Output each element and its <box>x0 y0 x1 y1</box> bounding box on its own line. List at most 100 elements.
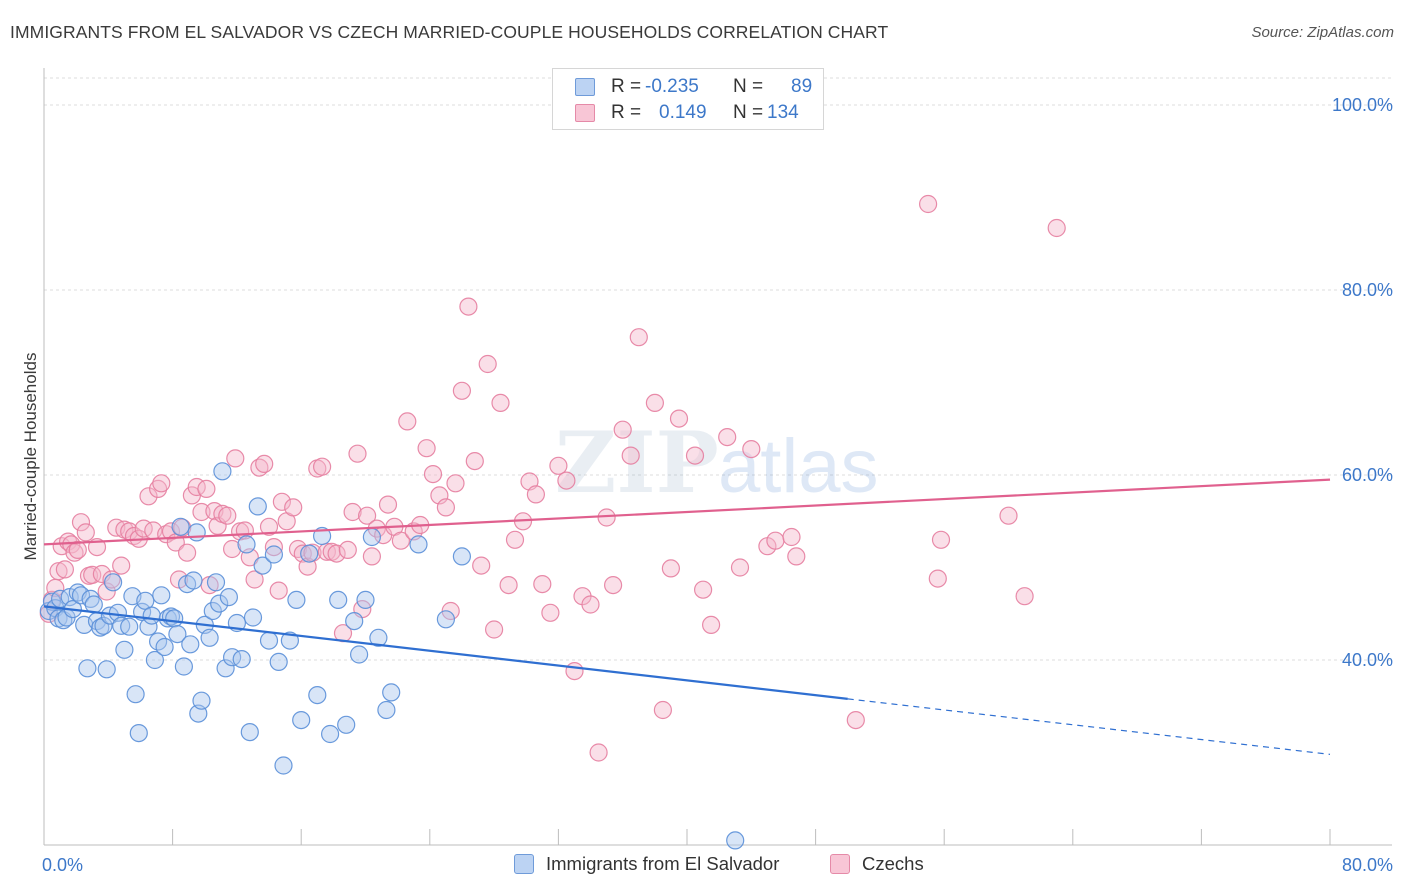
data-point <box>210 594 229 613</box>
data-point <box>499 575 518 595</box>
data-point <box>356 590 375 610</box>
watermark: ZIP atlas <box>555 413 879 512</box>
data-point <box>78 659 97 678</box>
data-point <box>603 575 623 595</box>
bottom-legend-label: Czechs <box>862 853 924 874</box>
data-point <box>491 393 510 412</box>
data-point <box>378 495 398 514</box>
data-point <box>178 543 197 562</box>
data-point <box>269 652 288 672</box>
data-point <box>369 628 388 647</box>
y-tick-label: 40.0% <box>1342 650 1393 670</box>
data-point <box>787 547 806 566</box>
data-point <box>362 527 381 547</box>
blue-swatch <box>575 78 595 96</box>
data-point <box>718 428 737 447</box>
data-point <box>173 518 192 537</box>
data-point <box>348 444 367 463</box>
data-point <box>223 539 242 559</box>
data-point <box>226 449 245 468</box>
data-point <box>358 506 377 525</box>
data-point <box>327 544 346 563</box>
data-point <box>55 560 75 579</box>
data-point <box>452 547 471 566</box>
data-point <box>218 506 237 525</box>
stats-legend: R = -0.235 N = 89 R = 0.149 N = 134 <box>552 68 824 130</box>
data-point <box>308 685 327 705</box>
data-point <box>1047 218 1066 238</box>
data-point <box>581 595 600 614</box>
data-point <box>766 531 785 550</box>
data-point <box>192 691 211 710</box>
data-point <box>171 517 190 536</box>
data-point <box>782 527 801 547</box>
data-point <box>292 710 311 730</box>
legend-r-value: -0.235 <box>645 76 699 97</box>
legend-r-label: R = <box>611 76 642 97</box>
data-point <box>103 573 123 592</box>
data-point <box>219 587 238 607</box>
data-point <box>452 381 471 400</box>
data-point <box>197 479 216 498</box>
data-point <box>391 531 410 550</box>
data-point <box>337 715 356 734</box>
czechs-trend-line <box>43 478 1331 546</box>
y-tick-label: 100.0% <box>1332 95 1393 115</box>
data-point <box>701 615 721 635</box>
data-point <box>129 723 148 743</box>
data-point <box>216 659 235 678</box>
data-point <box>526 485 546 504</box>
data-point <box>192 502 211 522</box>
data-point <box>409 535 428 554</box>
data-point <box>653 700 673 720</box>
data-point <box>102 570 121 589</box>
data-point <box>152 474 171 493</box>
data-point <box>321 724 340 744</box>
data-point <box>259 631 279 650</box>
grid-lines <box>44 77 1392 661</box>
data-point <box>478 354 497 374</box>
data-point <box>187 523 206 542</box>
data-point <box>264 545 283 564</box>
data-point <box>145 650 164 670</box>
data-point <box>243 608 263 627</box>
svg-text:atlas: atlas <box>718 424 879 509</box>
data-point <box>174 657 193 676</box>
data-point <box>423 465 443 484</box>
data-point <box>232 649 251 669</box>
data-point <box>918 194 938 214</box>
pink-swatch <box>830 854 850 874</box>
data-point <box>846 710 865 730</box>
data-point <box>417 439 436 458</box>
data-point <box>264 537 283 557</box>
x-tick-label-min: 0.0% <box>42 855 83 875</box>
data-point <box>68 540 87 560</box>
data-point <box>621 446 640 465</box>
data-point <box>245 570 264 589</box>
data-point <box>287 590 306 610</box>
data-point <box>65 543 84 562</box>
data-point <box>345 611 364 631</box>
data-point <box>206 573 226 592</box>
data-point <box>436 610 455 629</box>
data-point <box>730 558 750 577</box>
data-point <box>541 603 560 622</box>
data-point <box>269 581 288 600</box>
czechs-points <box>39 194 1066 762</box>
data-point <box>589 743 608 762</box>
data-point <box>661 559 681 578</box>
data-point <box>97 660 116 679</box>
data-point <box>459 297 478 316</box>
data-point <box>200 628 219 647</box>
data-point <box>928 569 947 588</box>
data-point <box>931 530 951 549</box>
data-point <box>91 618 110 637</box>
data-point <box>259 517 279 536</box>
data-point <box>597 508 616 527</box>
y-axis-label: Married-couple Households <box>21 353 40 561</box>
legend-n-value: 89 <box>791 76 813 97</box>
axes <box>43 68 1392 846</box>
legend-r-value: 0.149 <box>659 102 707 123</box>
source-credit: Source: ZipAtlas.com <box>1251 24 1394 41</box>
